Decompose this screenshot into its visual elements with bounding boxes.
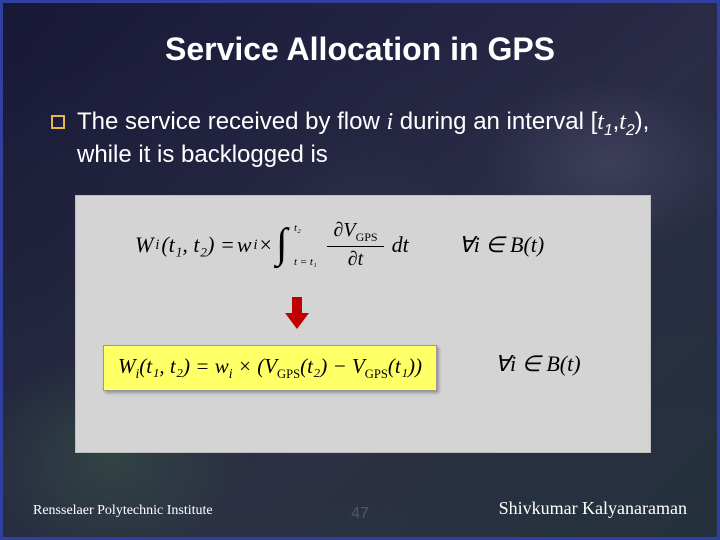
- eq1-wi: i: [254, 237, 258, 254]
- equation-2-highlight: Wi(t₁, t₂) = wi × (VGPS(t₂) − VGPS(t₁)): [103, 345, 437, 391]
- bullet-item: The service received by flow i during an…: [51, 107, 677, 170]
- var-t1: t: [597, 109, 604, 135]
- bullet-text: The service received by flow i during an…: [77, 107, 677, 170]
- eq2-tail: (t₁)): [388, 354, 422, 378]
- eq2-mid: (t₂) − V: [300, 354, 365, 378]
- eq2-gps1: GPS: [277, 367, 300, 381]
- frac-num-sub: GPS: [356, 230, 378, 244]
- slide-number: 47: [351, 505, 369, 523]
- text-seg: during an interval [: [393, 108, 597, 135]
- eq1-i: i: [155, 237, 159, 254]
- eq2-times: × (V: [233, 354, 278, 378]
- eq2-w: w: [215, 354, 229, 378]
- text-seg: The service received by flow: [77, 108, 386, 135]
- eq2-forall: ∀i ∈ B(t): [495, 351, 581, 377]
- var-t2: t: [619, 109, 626, 135]
- bullet-icon: [51, 115, 65, 129]
- eq1-args: (t₁, t₂) =: [161, 232, 235, 258]
- eq1-forall: ∀i ∈ B(t): [459, 232, 545, 258]
- eq2-args: (t₁, t₂) =: [139, 354, 214, 378]
- slide: Service Allocation in GPS The service re…: [0, 0, 720, 540]
- footer-institute: Rensselaer Polytechnic Institute: [33, 503, 213, 519]
- eq1-W: W: [135, 232, 153, 258]
- frac-num-d: ∂V: [333, 219, 355, 241]
- formula-panel: Wi(t₁, t₂) = wi × ∫ t₂ t = t₁ ∂VGPS ∂t d…: [75, 195, 651, 453]
- eq1-times: ×: [260, 232, 272, 258]
- int-upper: t₂: [294, 222, 301, 234]
- eq1-w: w: [237, 232, 252, 258]
- frac-num: ∂VGPS: [327, 219, 383, 247]
- sub-1: 1: [604, 122, 613, 139]
- eq2-W: W: [118, 354, 136, 378]
- footer-author: Shivkumar Kalyanaraman: [499, 498, 687, 519]
- frac-den: ∂t: [342, 247, 369, 271]
- sub-2: 2: [626, 122, 635, 139]
- fraction: ∂VGPS ∂t: [327, 219, 383, 271]
- eq1-dt: dt: [392, 232, 409, 258]
- slide-title: Service Allocation in GPS: [3, 31, 717, 68]
- int-lower: t = t₁: [294, 256, 317, 268]
- equation-1: Wi(t₁, t₂) = wi × ∫ t₂ t = t₁ ∂VGPS ∂t d…: [135, 219, 544, 271]
- eq2-gps2: GPS: [365, 367, 388, 381]
- integral-sign: ∫: [276, 228, 288, 262]
- integral-icon: ∫ t₂ t = t₁: [276, 228, 288, 262]
